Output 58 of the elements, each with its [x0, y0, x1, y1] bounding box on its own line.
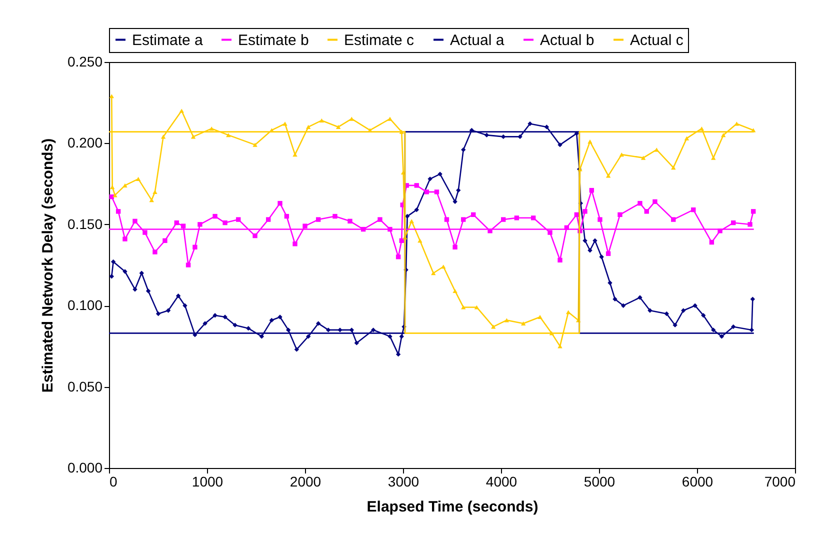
point	[452, 288, 458, 294]
point	[461, 305, 466, 310]
legend-label: Estimate b	[238, 32, 309, 49]
x-tick-label: 3000	[388, 474, 420, 490]
point	[721, 133, 726, 138]
point	[149, 198, 154, 202]
x-tick-label: 5000	[584, 474, 616, 490]
point	[110, 185, 115, 190]
x-axis-title: Elapsed Time (seconds)	[366, 498, 538, 516]
x-tick-label: 4000	[486, 474, 518, 490]
y-tick-label: 0.100	[67, 297, 103, 314]
legend-label: Actual b	[540, 32, 594, 49]
x-tick-label: 6000	[682, 474, 714, 490]
point	[619, 152, 624, 157]
point	[209, 126, 214, 131]
x-tick-label: 0	[110, 474, 118, 490]
point	[160, 134, 166, 139]
legend-label: Estimate c	[344, 32, 415, 49]
point	[684, 136, 690, 140]
point	[538, 314, 542, 319]
point	[418, 238, 422, 243]
point	[336, 124, 341, 129]
point	[606, 174, 611, 178]
y-tick-label: 0.050	[67, 378, 103, 394]
point	[109, 94, 114, 98]
y-axis-title: Estimated Network Delay (seconds)	[39, 138, 56, 393]
point	[349, 116, 354, 121]
legend-label: Actual c	[630, 32, 684, 49]
point	[588, 140, 592, 144]
point	[152, 190, 158, 194]
point	[431, 271, 436, 276]
x-tick-label: 2000	[290, 474, 322, 490]
point	[319, 118, 324, 122]
legend-label: Estimate a	[132, 32, 204, 49]
point	[306, 124, 311, 129]
point	[474, 305, 480, 310]
point	[292, 152, 298, 157]
y-tick-label: 0.150	[67, 216, 103, 232]
point	[400, 170, 406, 174]
y-tick-label: 0.250	[67, 54, 103, 70]
point	[671, 166, 676, 170]
point	[521, 321, 526, 326]
y-tick-label: 0.200	[67, 134, 103, 151]
y-tick-label: 0.000	[67, 460, 103, 476]
point	[441, 264, 446, 269]
point	[252, 142, 258, 147]
legend-label: Actual a	[450, 32, 505, 49]
point	[640, 156, 646, 160]
x-tick-label: 7000	[764, 474, 796, 490]
point	[226, 133, 231, 138]
point	[179, 108, 184, 113]
point	[122, 183, 128, 188]
point	[388, 116, 392, 121]
point	[136, 176, 141, 181]
point	[699, 126, 704, 131]
point	[190, 134, 196, 139]
x-tick-label: 1000	[192, 474, 224, 490]
point	[711, 156, 716, 160]
